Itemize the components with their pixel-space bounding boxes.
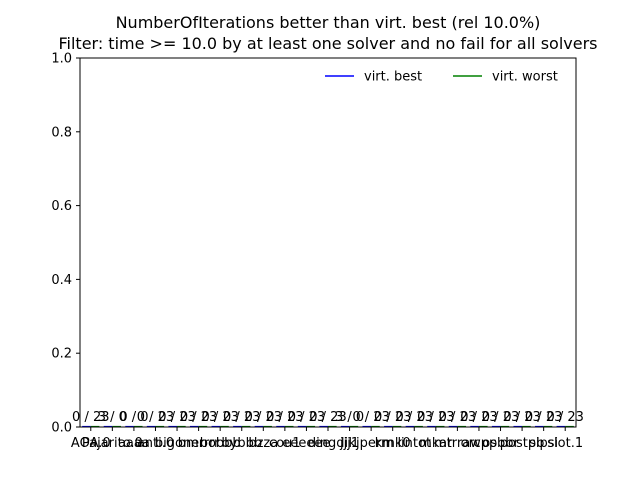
- x-tick-label: AOA.0: [71, 436, 111, 451]
- x-tick-label: jjj1: [339, 436, 359, 451]
- bar-count-label: 0 / 23: [503, 410, 540, 425]
- y-tick-label: 0.6: [51, 199, 72, 214]
- x-tick-label: bybbb: [221, 436, 262, 451]
- bar-count-label: 3 / 0: [335, 410, 364, 425]
- bar-count-label: 0 / 23: [137, 410, 174, 425]
- plot-area: 0.0 0.2 0.4 0.6 0.8 1.0 AOA.0 0 / 23 Pajarito.0 3…: [51, 52, 584, 452]
- bar-count-label: 0 / 23: [180, 410, 217, 425]
- bar-count-label: 0 / 23: [352, 410, 389, 425]
- axes-frame: [79, 57, 577, 428]
- bar-count-label: 0 / 23: [72, 410, 109, 425]
- bar-count-label: 0 / 23: [417, 410, 454, 425]
- bar-count-label: 0 / 23: [525, 410, 562, 425]
- x-tick-label: bigone: [155, 436, 199, 451]
- bar-count-label: 0 / 23: [288, 410, 325, 425]
- bar-count-label: 0 / 23: [374, 410, 411, 425]
- bar-count-label: 0 / 23: [158, 410, 195, 425]
- x-tick-label: cou1: [269, 436, 301, 451]
- x-tick-label: bzza: [248, 436, 278, 451]
- x-tick-label: slot.1: [547, 436, 583, 451]
- bar-count-label: 0 / 23: [546, 410, 583, 425]
- x-tick-label: bmrrrr: [178, 436, 220, 451]
- y-tick-label: 0.4: [51, 273, 72, 288]
- x-tick-label: sipsi: [529, 436, 558, 451]
- x-tick-label: dingdi: [308, 436, 348, 451]
- x-tick-label: kmk0: [375, 436, 411, 451]
- x-tick-label: Pajarito.0: [82, 436, 143, 451]
- x-tick-label: aaaa: [118, 436, 150, 451]
- bar-count-label: 0 / 23: [396, 410, 433, 425]
- chart-title-line1: NumberOfIterations better than virt. bes…: [116, 13, 541, 32]
- y-tick-label: 0.0: [51, 421, 72, 436]
- chart-title-line2: Filter: time >= 10.0 by at least one sol…: [58, 34, 597, 53]
- x-tick-label: eeeeee: [282, 436, 330, 451]
- legend-label: virt. best: [364, 70, 422, 85]
- bar-count-label: 0 / 23: [201, 410, 238, 425]
- y-tick-label: 0.8: [51, 125, 72, 140]
- x-tick-label: bobbb: [200, 436, 241, 451]
- y-tick-label: 0.2: [51, 347, 72, 362]
- bar-count-label: 0 / 0: [119, 410, 148, 425]
- x-tick-label: osbbr: [482, 436, 519, 451]
- bar-count-label: 0 / 23: [223, 410, 260, 425]
- legend-label: virt. worst: [492, 70, 558, 85]
- bar-count-label: 0 / 23: [460, 410, 497, 425]
- bar-count-label: 0 / 23: [482, 410, 519, 425]
- x-tick-label: mkar: [419, 436, 453, 451]
- bar-count-label: 0 / 23: [439, 410, 476, 425]
- y-tick-label: 1.0: [51, 52, 72, 67]
- bar-count-label: 3 / 0: [98, 410, 127, 425]
- x-tick-label: kjperm: [349, 436, 394, 451]
- bar-count-label: 0 / 23: [309, 410, 346, 425]
- x-tick-label: orcpp: [461, 436, 498, 451]
- legend: virt. best virt. worst: [325, 70, 558, 85]
- x-tick-label: lintot: [397, 436, 431, 451]
- x-tick-label: anti.0: [137, 436, 174, 451]
- bar-count-label: 0 / 23: [245, 410, 282, 425]
- x-tick-label: mtrraw: [434, 436, 481, 451]
- x-tick-label: postpb: [500, 436, 545, 451]
- bar-count-label: 0 / 23: [266, 410, 303, 425]
